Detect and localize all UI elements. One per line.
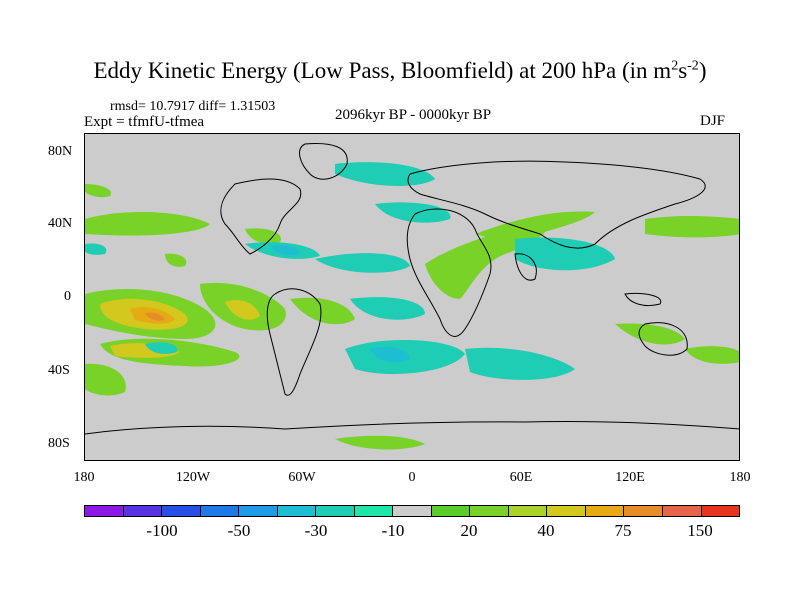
colorbar-swatch (624, 506, 663, 516)
colorbar-swatch (277, 506, 317, 516)
stats-text: rmsd= 10.7917 diff= 1.31503 (110, 99, 276, 114)
x-tick-label: 120E (615, 470, 645, 485)
chart-title: Eddy Kinetic Energy (Low Pass, Bloomfiel… (93, 58, 707, 83)
colorbar-swatch (547, 506, 586, 516)
colorbar-label: -30 (304, 521, 328, 540)
x-tick-label: 60E (509, 470, 533, 485)
colorbar-label: -100 (146, 521, 178, 540)
y-tick-label: 80N (48, 144, 73, 159)
experiment-label: Expt = tfmfU-tfmea (84, 114, 205, 130)
colorbar-label: 20 (460, 521, 478, 540)
colorbar-swatch (200, 506, 240, 516)
x-tick-label: 0 (408, 470, 416, 485)
colorbar-swatch (431, 506, 471, 516)
x-tick-label: 180 (73, 470, 95, 485)
colorbar-label: -50 (227, 521, 251, 540)
colorbar-swatch (316, 506, 355, 516)
colorbar-label: -10 (381, 521, 405, 540)
colorbar-label: 75 (614, 521, 632, 540)
colorbar-label: 40 (537, 521, 555, 540)
colorbar-swatch (123, 506, 163, 516)
negative-anomalies (85, 162, 615, 380)
colorbar-swatch (701, 506, 740, 516)
colorbar-swatch (585, 506, 625, 516)
coastlines (85, 143, 739, 435)
colorbar-swatch (239, 506, 278, 516)
colorbar-swatch (354, 506, 394, 516)
y-tick-label: 80S (48, 436, 70, 451)
map-svg (85, 134, 739, 460)
colorbar (84, 505, 740, 517)
x-tick-label: 60W (288, 470, 316, 485)
colorbar-swatch (470, 506, 509, 516)
x-tick-label: 180 (729, 470, 751, 485)
period-label: 2096kyr BP - 0000kyr BP (334, 107, 492, 123)
map-panel (84, 133, 740, 461)
colorbar-swatch (162, 506, 201, 516)
colorbar-swatch (662, 506, 702, 516)
colorbar-swatch (508, 506, 548, 516)
colorbar-swatch (85, 506, 124, 516)
y-tick-label: 0 (64, 289, 71, 304)
y-tick-label: 40S (48, 363, 70, 378)
x-tick-label: 120W (175, 470, 211, 485)
y-tick-label: 40N (48, 216, 73, 231)
colorbar-label: 150 (687, 521, 713, 540)
colorbar-swatch (393, 506, 432, 516)
season-label: DJF (700, 113, 726, 129)
